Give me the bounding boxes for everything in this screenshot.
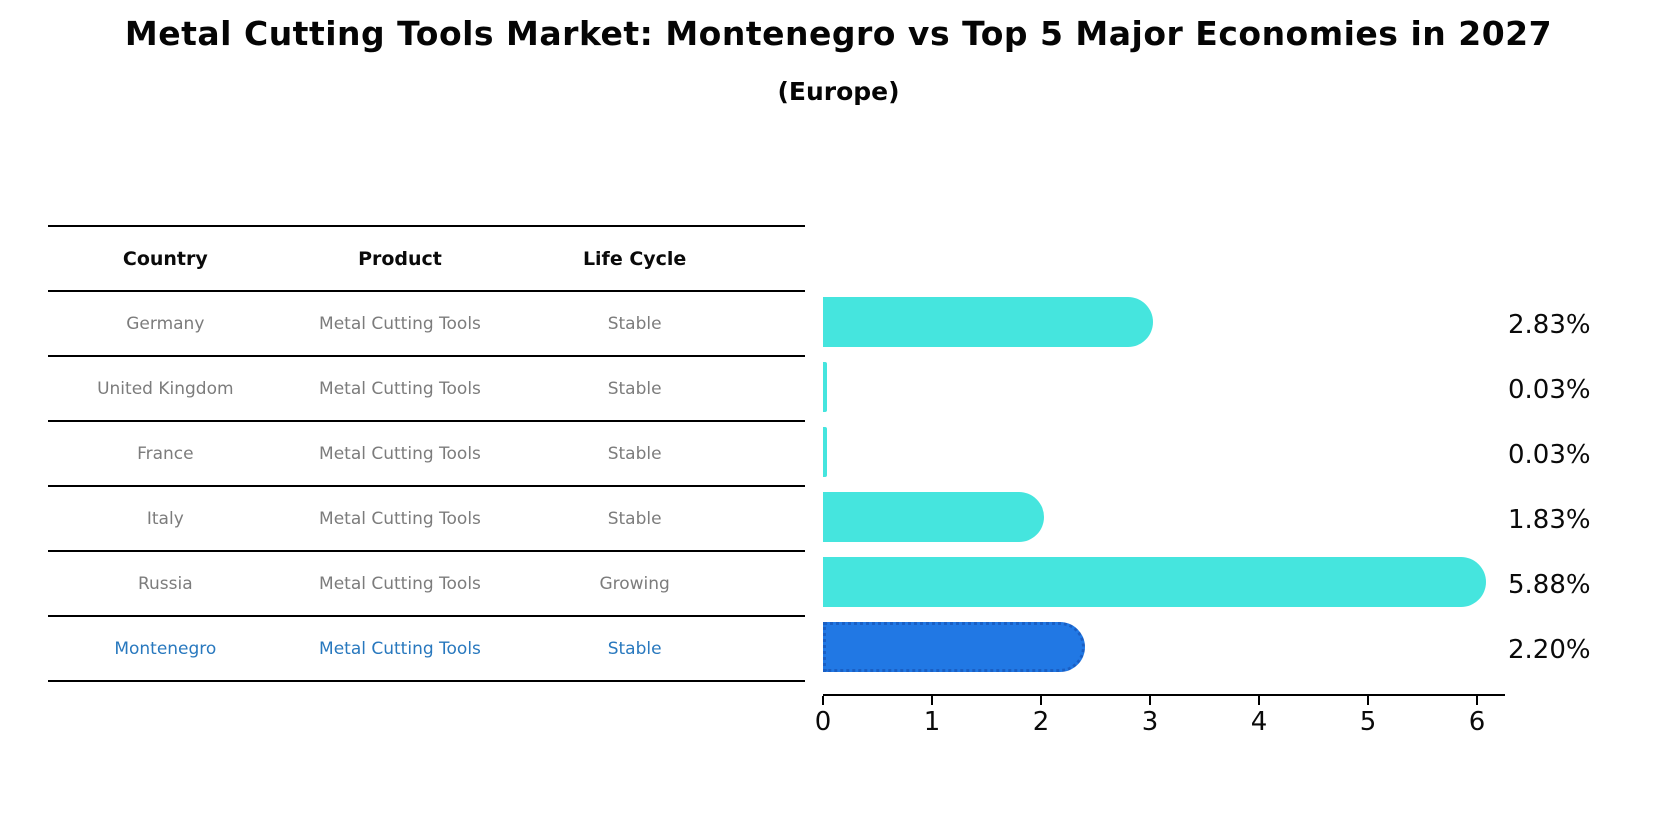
bar-value-label: 2.20% bbox=[1508, 635, 1591, 665]
table-header-cell: Product bbox=[358, 247, 442, 270]
x-tick-mark bbox=[822, 696, 824, 705]
x-tick-label: 0 bbox=[814, 707, 832, 737]
bar-value-label: 1.83% bbox=[1508, 505, 1591, 535]
table-cell-product: Metal Cutting Tools bbox=[319, 508, 481, 529]
x-axis-line bbox=[823, 694, 1505, 696]
table-cell-life-cycle: Stable bbox=[607, 313, 662, 334]
table-header-cell: Country bbox=[122, 247, 208, 270]
table-row: United Kingdom Metal Cutting Tools Stable bbox=[48, 355, 805, 420]
x-tick-label: 2 bbox=[1032, 707, 1050, 737]
bar-value-label: 5.88% bbox=[1508, 570, 1591, 600]
x-tick-mark bbox=[1149, 696, 1151, 705]
bar bbox=[823, 557, 1486, 607]
table-cell-life-cycle: Stable bbox=[607, 378, 662, 399]
table-cell-product: Metal Cutting Tools bbox=[319, 573, 481, 594]
bar-highlighted bbox=[823, 622, 1085, 672]
table-row: France Metal Cutting Tools Stable bbox=[48, 420, 805, 485]
bar bbox=[823, 492, 1045, 542]
table-cell-country: United Kingdom bbox=[97, 378, 234, 399]
chart-title: Metal Cutting Tools Market: Montenegro v… bbox=[124, 14, 1553, 53]
chart-subtitle: (Europe) bbox=[777, 77, 900, 106]
x-tick-label: 4 bbox=[1250, 707, 1268, 737]
country-table: Country Product Life Cycle Germany Metal Cut… bbox=[48, 225, 805, 682]
table-cell-product: Metal Cutting Tools bbox=[319, 313, 481, 334]
table-row: Russia Metal Cutting Tools Growing bbox=[48, 550, 805, 615]
x-tick-mark bbox=[1367, 696, 1369, 705]
x-tick-mark bbox=[1258, 696, 1260, 705]
table-cell-product: Metal Cutting Tools bbox=[319, 638, 481, 659]
table-cell-product: Metal Cutting Tools bbox=[319, 443, 481, 464]
table-cell-country: Germany bbox=[126, 313, 205, 334]
x-tick-label: 6 bbox=[1468, 707, 1486, 737]
x-tick-label: 3 bbox=[1141, 707, 1159, 737]
table-row: Italy Metal Cutting Tools Stable bbox=[48, 485, 805, 550]
table-header-row: Country Product Life Cycle bbox=[48, 225, 805, 290]
bar-value-label: 2.83% bbox=[1508, 310, 1591, 340]
table-cell-country: France bbox=[137, 443, 194, 464]
x-tick-mark bbox=[931, 696, 933, 705]
table-cell-life-cycle: Growing bbox=[599, 573, 670, 594]
table-cell-country: Russia bbox=[137, 573, 193, 594]
bar-value-label: 0.03% bbox=[1508, 440, 1591, 470]
x-tick-mark bbox=[1040, 696, 1042, 705]
bar bbox=[823, 427, 827, 477]
table-cell-product: Metal Cutting Tools bbox=[319, 378, 481, 399]
bar-value-label: 0.03% bbox=[1508, 375, 1591, 405]
table-cell-country: Italy bbox=[146, 508, 184, 529]
table-row: Germany Metal Cutting Tools Stable bbox=[48, 290, 805, 355]
x-tick-label: 5 bbox=[1359, 707, 1377, 737]
table-cell-life-cycle: Stable bbox=[607, 443, 662, 464]
table-cell-life-cycle: Stable bbox=[607, 638, 662, 659]
x-tick-label: 1 bbox=[923, 707, 941, 737]
x-tick-mark bbox=[1476, 696, 1478, 705]
table-row: Montenegro Metal Cutting Tools Stable bbox=[48, 615, 805, 680]
bar bbox=[823, 297, 1154, 347]
table-cell-life-cycle: Stable bbox=[607, 508, 662, 529]
bar bbox=[823, 362, 827, 412]
table-cell-country: Montenegro bbox=[114, 638, 217, 659]
table-header-cell: Life Cycle bbox=[582, 247, 687, 270]
